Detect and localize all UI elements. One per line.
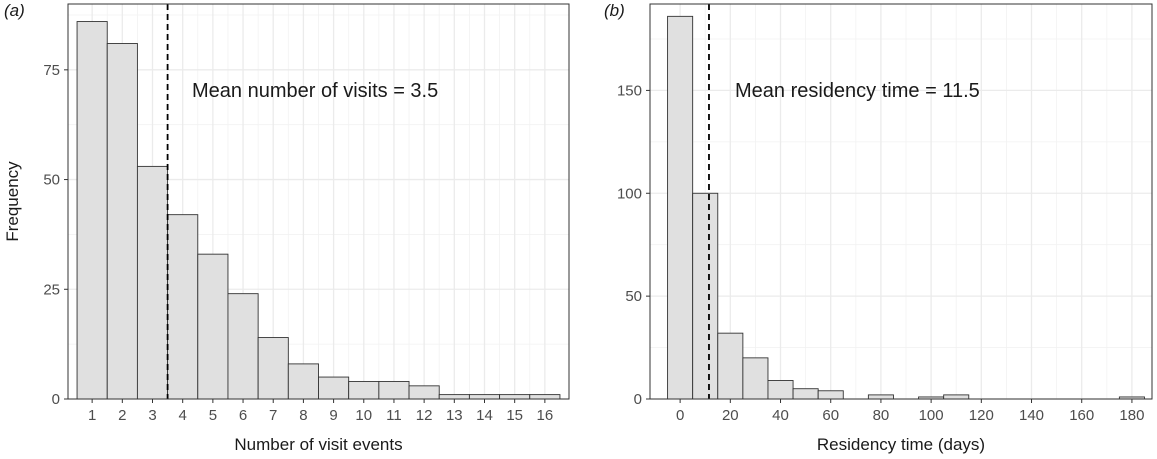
y-axis: 0 25 50 75	[43, 62, 68, 408]
histogram-bar	[767, 380, 794, 400]
y-tick-label: 50	[43, 172, 60, 189]
x-tick-label: 100	[919, 407, 944, 424]
x-tick-label: 12	[416, 407, 433, 424]
x-tick-label: 10	[355, 407, 372, 424]
x-tick-label: 14	[476, 407, 493, 424]
histogram-bar	[817, 390, 844, 400]
histogram-bar	[287, 363, 319, 400]
histogram-bar	[792, 388, 819, 400]
y-axis: 0 50 100 150	[617, 82, 650, 408]
histogram-bar	[742, 357, 769, 400]
histogram-bar	[76, 21, 108, 400]
mean-annotation: Mean residency time = 11.5	[735, 80, 980, 102]
histogram-bar	[499, 394, 531, 400]
panel-label: (b)	[604, 1, 625, 20]
mean-annotation: Mean number of visits = 3.5	[192, 80, 438, 102]
histogram-bar	[468, 394, 501, 400]
histogram-bar	[378, 380, 410, 400]
x-tick-label: 16	[537, 407, 554, 424]
histogram-bar	[717, 332, 744, 400]
x-tick-label: 13	[446, 407, 463, 424]
x-tick-label: 80	[873, 407, 890, 424]
x-tick-label: 9	[329, 407, 337, 424]
x-tick-label: 20	[722, 407, 739, 424]
y-tick-label: 100	[617, 185, 642, 202]
histogram-bar	[867, 394, 894, 400]
histogram-bar	[136, 165, 169, 400]
y-tick-label: 150	[617, 82, 642, 99]
x-axis-title: Number of visit events	[234, 435, 402, 454]
x-axis: 0 20 40 60 80 100 120 140 160 180	[676, 399, 1144, 424]
x-tick-label: 7	[269, 407, 277, 424]
x-tick-label: 40	[772, 407, 789, 424]
y-tick-label: 0	[52, 391, 60, 408]
x-tick-label: 180	[1119, 407, 1144, 424]
histogram-bar	[257, 337, 289, 400]
x-tick-label: 2	[118, 407, 126, 424]
x-tick-label: 1	[88, 407, 96, 424]
histogram-bar	[106, 43, 138, 400]
histogram-bars	[76, 21, 561, 400]
x-tick-label: 160	[1069, 407, 1094, 424]
x-tick-label: 5	[209, 407, 217, 424]
panel-border	[67, 3, 570, 400]
histogram-bar	[529, 394, 561, 400]
histogram-bar	[318, 376, 350, 400]
histogram-bar	[943, 394, 970, 400]
x-tick-label: 140	[1019, 407, 1044, 424]
histogram-bar	[167, 214, 199, 400]
histogram-bar	[197, 253, 229, 400]
histogram-bar	[438, 394, 470, 400]
panel-a: Mean number of visits = 3.51 2 3 4 5 6 7 8 9 10 11…	[3, 1, 570, 454]
x-axis: 1 2 3 4 5 6 7 8 9 10 11 12 13 14 15 16	[88, 399, 553, 424]
histogram-bars	[667, 15, 1145, 400]
panel-label: (a)	[4, 1, 25, 20]
y-tick-label: 50	[625, 288, 642, 305]
panel-b: Mean residency time = 11.5 0 20 40 60 80 100 12…	[604, 1, 1153, 454]
histogram-bar	[692, 192, 719, 400]
y-tick-label: 25	[43, 281, 60, 298]
x-tick-label: 60	[822, 407, 839, 424]
x-tick-label: 8	[299, 407, 307, 424]
panel-border	[649, 3, 1153, 400]
x-tick-label: 3	[148, 407, 156, 424]
y-tick-label: 0	[634, 391, 642, 408]
y-tick-label: 75	[43, 62, 60, 79]
y-axis-title: Frequency	[3, 161, 22, 242]
x-tick-label: 4	[179, 407, 187, 424]
x-tick-label: 0	[676, 407, 684, 424]
x-tick-label: 120	[969, 407, 994, 424]
histogram-bar	[227, 293, 259, 400]
x-axis-title: Residency time (days)	[817, 435, 985, 454]
histogram-bar	[348, 380, 380, 400]
x-tick-label: 6	[239, 407, 247, 424]
histogram-bar	[667, 15, 694, 400]
x-tick-label: 11	[386, 407, 402, 424]
x-tick-label: 15	[506, 407, 523, 424]
histogram-bar	[408, 385, 440, 400]
